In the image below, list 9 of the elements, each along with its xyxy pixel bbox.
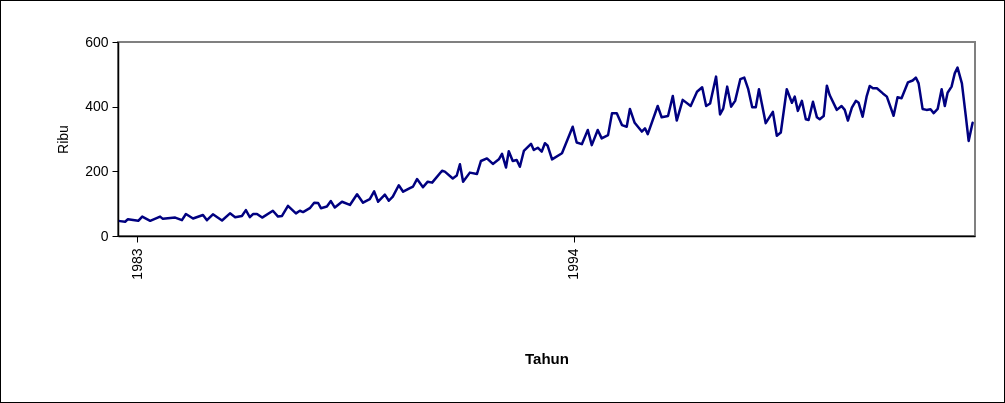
y-tick-label: 0: [100, 227, 109, 244]
y-tick-label: 200: [85, 162, 109, 179]
y-axis-title: Ribu: [55, 125, 72, 154]
y-tick-label: 400: [85, 98, 109, 115]
x-axis-title: Tahun: [525, 349, 569, 367]
line-series: [118, 66, 974, 224]
y-tick-label: 600: [85, 33, 109, 50]
x-tick-label: 1983: [128, 248, 145, 280]
x-tick-label: 1994: [565, 248, 582, 280]
